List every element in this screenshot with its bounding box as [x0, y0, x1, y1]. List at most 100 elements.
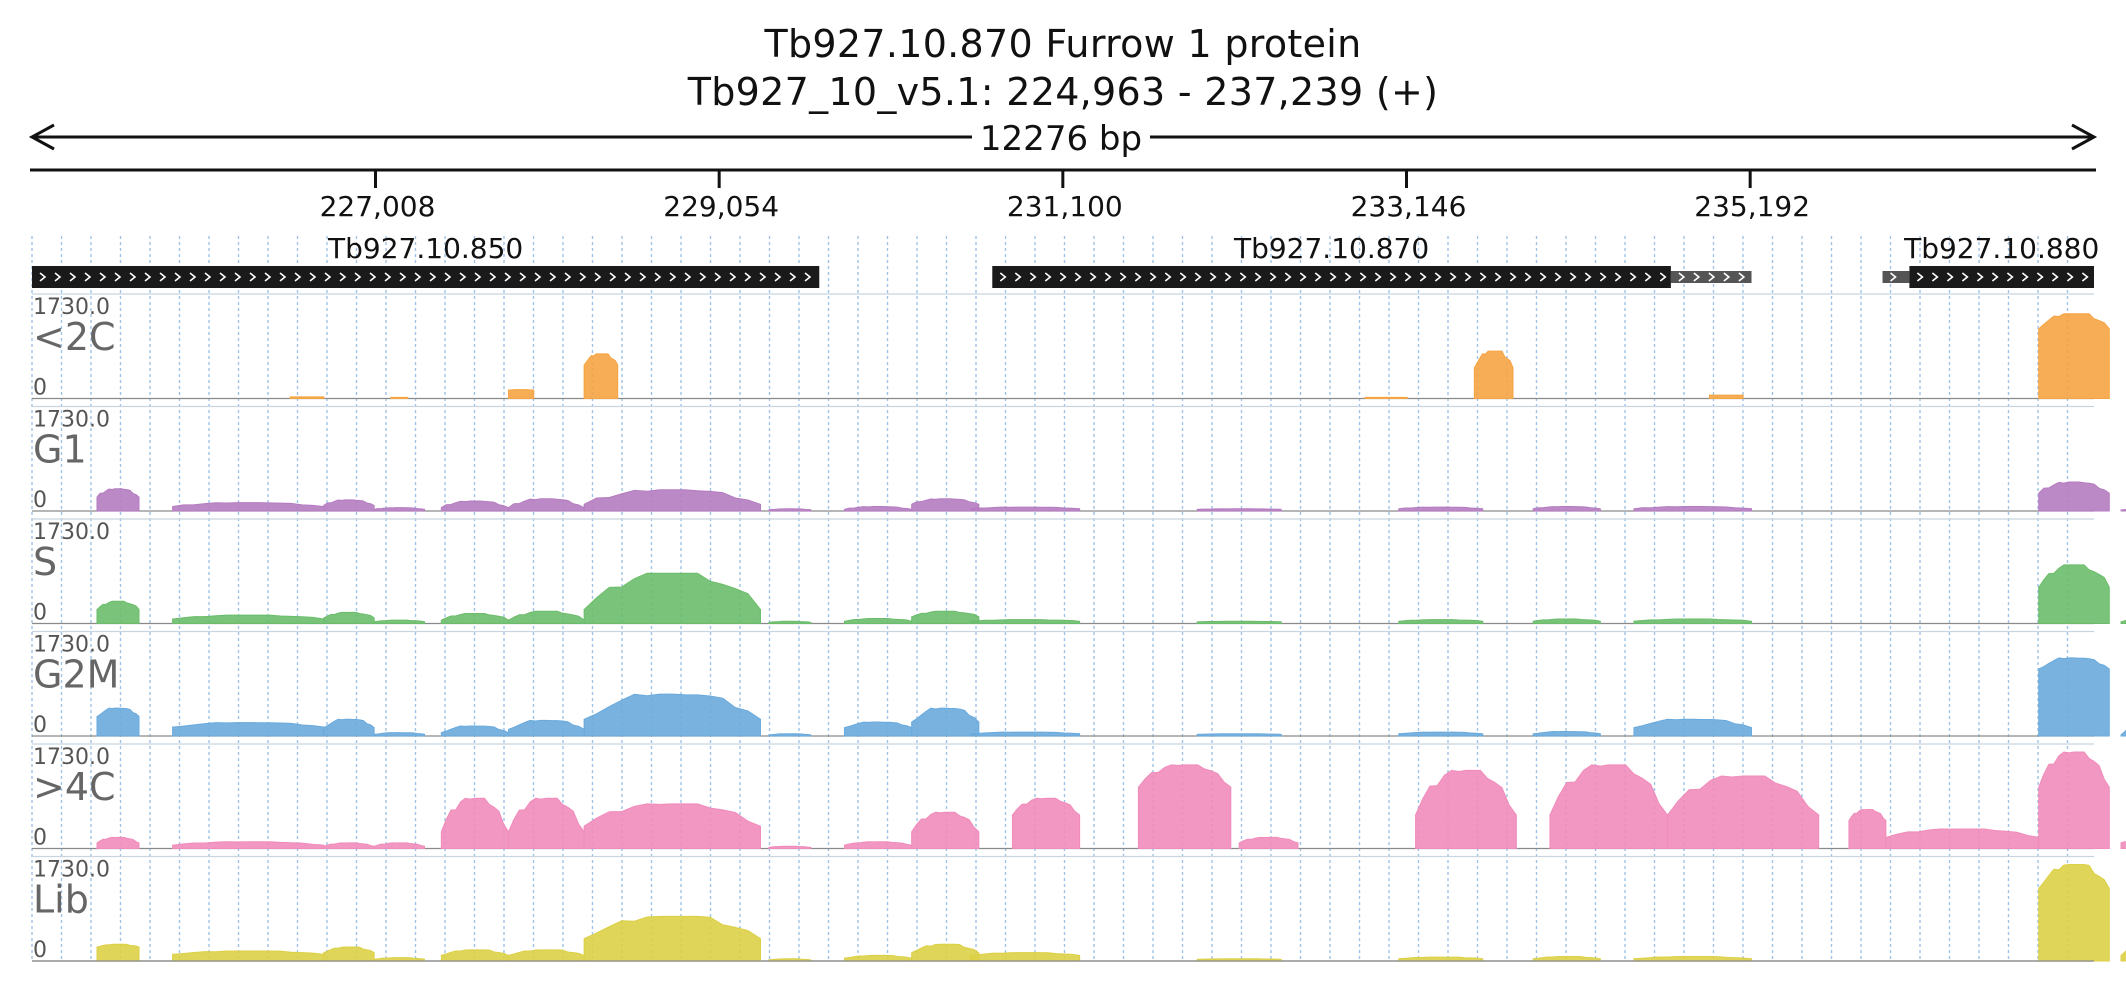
strand-arrow-icon: [1708, 272, 1716, 282]
strand-arrow-icon: [369, 272, 377, 282]
x-tick-label: 233,146: [1351, 190, 1467, 223]
strand-arrow-icon: [354, 272, 362, 282]
strand-arrow-icon: [1299, 272, 1307, 282]
coverage-area: [1848, 808, 1887, 849]
y-max-label: 1730.0: [33, 745, 110, 770]
strand-arrow-icon: [414, 272, 422, 282]
strand-arrow-icon: [549, 272, 557, 282]
strand-arrow-icon: [1961, 272, 1969, 282]
coverage-area: [1196, 620, 1282, 624]
strand-arrow-icon: [1119, 272, 1127, 282]
strand-arrow-icon: [1164, 272, 1172, 282]
strand-arrow-icon: [2066, 272, 2074, 282]
strand-arrow-icon: [654, 272, 662, 282]
coverage-area: [172, 722, 325, 737]
coverage-area: [1532, 956, 1601, 962]
coverage-area: [2120, 509, 2126, 512]
strand-arrow-icon: [1738, 272, 1746, 282]
coverage-area: [1633, 506, 1753, 512]
y-min-label: 0: [33, 376, 47, 401]
coverage-area: [1364, 396, 1408, 399]
coverage-area: [969, 506, 1081, 512]
strand-arrow-icon: [474, 272, 482, 282]
coverage-area: [1532, 618, 1601, 624]
coverage-area: [1633, 718, 1753, 737]
strand-arrow-icon: [684, 272, 692, 282]
strand-arrow-icon: [1723, 272, 1731, 282]
strand-arrow-icon: [1890, 272, 1897, 282]
strand-arrow-icon: [1194, 272, 1202, 282]
coverage-area: [2120, 950, 2126, 962]
strand-arrow-icon: [1509, 272, 1517, 282]
strand-arrow-icon: [534, 272, 542, 282]
strand-arrow-icon: [519, 272, 527, 282]
coverage-area: [911, 707, 980, 737]
strand-arrow-icon: [429, 272, 437, 282]
strand-arrow-icon: [219, 272, 227, 282]
strand-arrow-icon: [1149, 272, 1157, 282]
strand-arrow-icon: [339, 272, 347, 282]
coverage-area: [440, 725, 510, 737]
coverage-area: [583, 489, 761, 512]
coverage-area: [1549, 764, 1669, 849]
coverage-area: [911, 943, 980, 962]
coverage-area: [2120, 620, 2126, 624]
coverage-area: [172, 614, 325, 624]
coverage-area: [583, 803, 761, 849]
coverage-area: [172, 950, 325, 962]
strand-arrow-icon: [459, 272, 467, 282]
strand-arrow-icon: [294, 272, 302, 282]
strand-arrow-icon: [804, 272, 812, 282]
strand-arrow-icon: [1014, 272, 1022, 282]
strand-arrow-icon: [564, 272, 572, 282]
coverage-area: [768, 733, 812, 737]
coverage-area: [843, 841, 913, 849]
strand-arrow-icon: [624, 272, 632, 282]
strand-arrow-icon: [1524, 272, 1532, 282]
coverage-area: [323, 842, 375, 849]
strand-arrow-icon: [1629, 272, 1637, 282]
strand-arrow-icon: [324, 272, 332, 282]
strand-arrow-icon: [1329, 272, 1337, 282]
coverage-area: [583, 693, 761, 737]
strand-arrow-icon: [2051, 272, 2059, 282]
strand-arrow-icon: [54, 272, 62, 282]
track-name: S: [33, 540, 57, 584]
y-min-label: 0: [33, 601, 47, 626]
strand-arrow-icon: [594, 272, 602, 282]
coverage-area: [96, 600, 140, 624]
gene-label: Tb927.10.880: [1903, 232, 2099, 265]
coverage-area: [911, 498, 980, 512]
y-min-label: 0: [33, 488, 47, 513]
coverage-area: [2038, 751, 2110, 849]
coverage-area: [583, 353, 619, 399]
coverage-area: [1633, 618, 1753, 624]
coverage-area: [583, 572, 761, 624]
coverage-area: [911, 610, 980, 624]
coverage-area: [843, 721, 913, 737]
strand-arrow-icon: [1678, 272, 1686, 282]
strand-arrow-icon: [2081, 272, 2089, 282]
coverage-area: [440, 612, 510, 624]
coverage-area: [2120, 841, 2126, 849]
strand-arrow-icon: [1916, 272, 1924, 282]
coverage-area: [1532, 731, 1601, 737]
y-max-label: 1730.0: [33, 633, 110, 658]
strand-arrow-icon: [2006, 272, 2014, 282]
coverage-area: [768, 508, 812, 512]
span-label: 12276 bp: [980, 119, 1142, 159]
strand-arrow-icon: [1254, 272, 1262, 282]
strand-arrow-icon: [1569, 272, 1577, 282]
gene-label: Tb927.10.850: [327, 232, 523, 265]
coverage-area: [768, 620, 812, 624]
strand-arrow-icon: [1644, 272, 1652, 282]
coverage-area: [508, 610, 585, 624]
strand-arrow-icon: [264, 272, 272, 282]
span-ruler: 12276 bp: [28, 119, 2098, 159]
coverage-area: [96, 707, 140, 737]
coverage-area: [323, 611, 375, 624]
coverage-area: [969, 731, 1081, 737]
strand-arrow-icon: [1104, 272, 1112, 282]
strand-arrow-icon: [1374, 272, 1382, 282]
strand-arrow-icon: [1554, 272, 1562, 282]
